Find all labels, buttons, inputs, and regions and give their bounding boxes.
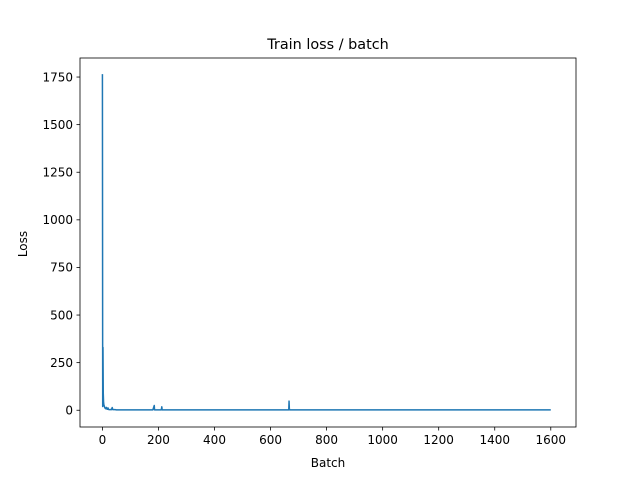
plot-area xyxy=(79,57,577,428)
y-tick-label: 1250 xyxy=(42,166,73,180)
x-tick-label: 400 xyxy=(203,433,226,447)
x-axis-label: Batch xyxy=(311,456,346,470)
y-tick-label: 250 xyxy=(50,356,73,370)
y-tick-label: 500 xyxy=(50,308,73,322)
y-tick-label: 0 xyxy=(65,404,73,418)
x-tick-label: 1400 xyxy=(479,433,510,447)
x-tick-label: 1600 xyxy=(536,433,567,447)
x-tick-label: 200 xyxy=(147,433,170,447)
chart-title: Train loss / batch xyxy=(266,37,389,53)
y-axis: 0 250 500 750 1000 1250 1500 1750 xyxy=(42,70,80,418)
x-tick-label: 1200 xyxy=(423,433,454,447)
y-axis-label: Loss xyxy=(16,231,30,257)
x-tick-label: 0 xyxy=(99,433,107,447)
y-tick-label: 1500 xyxy=(42,118,73,132)
x-tick-label: 800 xyxy=(315,433,338,447)
x-tick-label: 1000 xyxy=(367,433,398,447)
series-line-0 xyxy=(101,74,551,411)
y-tick-label: 750 xyxy=(50,261,73,275)
y-tick-label: 1000 xyxy=(42,213,73,227)
x-tick-label: 600 xyxy=(259,433,282,447)
x-axis: 0 200 400 600 800 1000 1200 1400 1600 xyxy=(99,427,566,447)
plot-frame xyxy=(79,57,577,428)
y-tick-label: 1750 xyxy=(42,70,73,84)
